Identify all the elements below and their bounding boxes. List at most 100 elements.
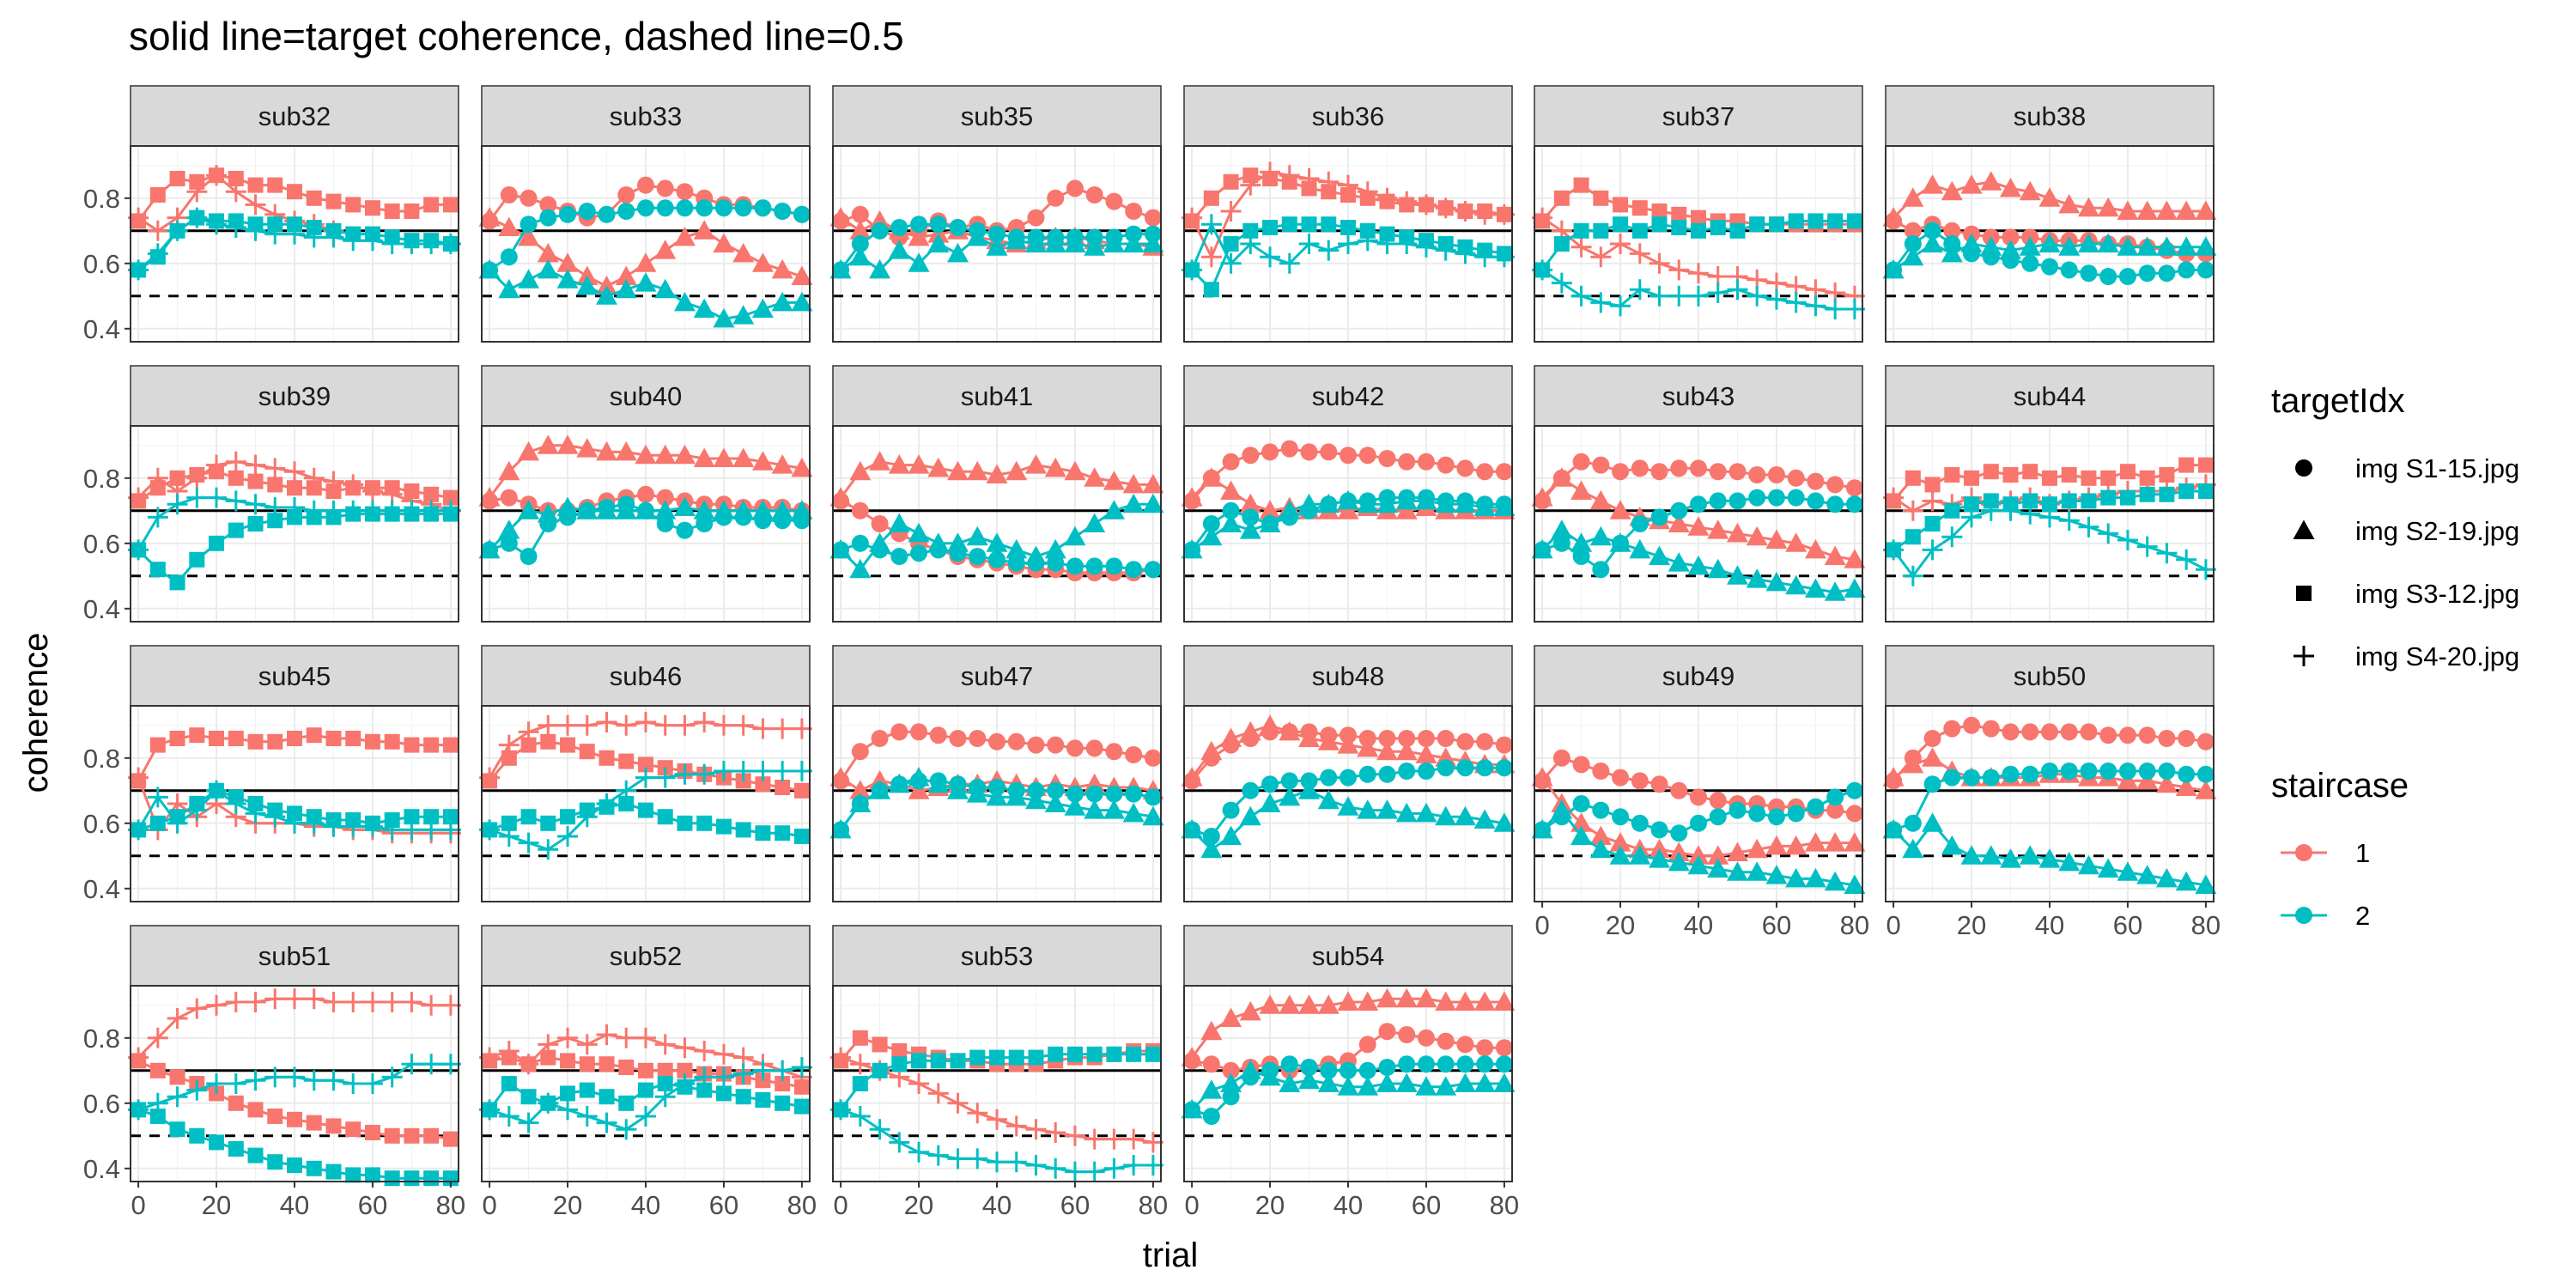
data-point xyxy=(1435,1076,1457,1096)
data-point xyxy=(1589,489,1612,510)
data-point xyxy=(1007,732,1025,750)
data-point xyxy=(849,220,872,240)
data-point xyxy=(2097,197,2119,217)
series-2-triangle xyxy=(1882,812,2217,894)
data-point xyxy=(596,793,617,814)
data-point xyxy=(1650,463,1668,481)
data-point xyxy=(2038,848,2061,868)
data-point xyxy=(1787,469,1805,487)
data-point xyxy=(676,183,694,201)
data-point xyxy=(1631,772,1649,790)
data-point xyxy=(713,447,735,467)
y-axis-title: coherence xyxy=(17,633,55,793)
x-tick-label: 0 xyxy=(833,1190,848,1220)
data-point xyxy=(2020,503,2041,525)
series-1-triangle xyxy=(478,207,813,295)
data-point xyxy=(1123,1155,1145,1176)
data-point xyxy=(1902,246,1924,266)
data-point xyxy=(1631,459,1649,477)
data-point xyxy=(1200,1020,1223,1041)
data-point xyxy=(1454,493,1476,513)
series-1-plus xyxy=(1182,161,1515,268)
series-2-square xyxy=(131,1102,459,1187)
data-point xyxy=(1532,207,1553,228)
data-point xyxy=(1144,561,1162,579)
data-point xyxy=(751,500,774,519)
data-point xyxy=(754,199,772,217)
data-point xyxy=(1125,561,1143,579)
data-point xyxy=(345,731,361,746)
data-point xyxy=(2060,261,2078,279)
data-point xyxy=(225,793,246,814)
data-point xyxy=(1357,991,1379,1011)
data-point xyxy=(1649,545,1671,565)
data-point xyxy=(1902,565,1923,586)
data-point xyxy=(1240,234,1261,254)
data-point xyxy=(1122,802,1145,823)
data-point xyxy=(1144,749,1162,767)
data-point xyxy=(343,816,364,837)
data-point xyxy=(1222,453,1240,471)
facet-strip-label: sub33 xyxy=(610,101,682,131)
x-tick-label: 80 xyxy=(1840,910,1869,940)
data-point xyxy=(637,485,654,503)
data-point xyxy=(615,440,637,461)
data-point xyxy=(1437,730,1455,747)
data-point xyxy=(1629,538,1651,559)
data-point xyxy=(1710,220,1726,235)
data-point xyxy=(1691,222,1706,239)
data-point xyxy=(1298,168,1320,189)
data-point xyxy=(1203,190,1219,206)
data-point xyxy=(1531,487,1553,507)
data-point xyxy=(693,447,715,467)
data-point xyxy=(1707,858,1729,878)
data-point xyxy=(732,447,755,467)
data-point xyxy=(772,761,793,781)
data-point xyxy=(2195,236,2217,256)
data-point xyxy=(1103,500,1125,519)
facet-sub40: sub40 xyxy=(478,365,813,623)
data-point xyxy=(752,761,774,781)
data-point xyxy=(1493,204,1515,225)
data-point xyxy=(1220,201,1242,222)
data-point xyxy=(1378,1023,1396,1041)
data-point xyxy=(1084,1161,1105,1182)
data-point xyxy=(287,184,302,200)
data-point xyxy=(1904,222,1922,240)
data-point xyxy=(498,826,519,847)
data-point xyxy=(1358,765,1376,783)
data-point xyxy=(791,265,813,285)
data-point xyxy=(1905,529,1921,545)
data-point xyxy=(852,1030,868,1046)
data-point xyxy=(540,1049,556,1066)
data-point xyxy=(1005,786,1028,806)
data-point xyxy=(1571,236,1592,258)
data-point xyxy=(1631,200,1648,216)
data-point xyxy=(849,558,872,579)
data-point xyxy=(1084,467,1106,487)
panel-border xyxy=(481,705,811,902)
data-point xyxy=(209,731,225,746)
data-point xyxy=(849,246,872,266)
data-point xyxy=(1005,1151,1027,1173)
data-point xyxy=(303,227,325,248)
data-point xyxy=(694,763,715,785)
data-point xyxy=(1200,246,1222,268)
data-point xyxy=(1668,851,1690,872)
data-point xyxy=(714,199,732,217)
data-point xyxy=(930,1053,946,1069)
data-point xyxy=(1454,991,1476,1011)
facet-strip xyxy=(130,645,459,707)
data-point xyxy=(656,489,674,507)
facet-sub54: sub54 0 20 40 60 80 xyxy=(1181,925,1519,1220)
data-point xyxy=(617,186,635,204)
series-2-triangle xyxy=(829,226,1164,279)
data-point xyxy=(1395,500,1418,519)
data-point xyxy=(303,812,325,834)
data-point xyxy=(421,234,442,254)
data-point xyxy=(1493,1072,1516,1092)
data-point xyxy=(1589,838,1612,859)
legend-staircase-title: staircase xyxy=(2271,767,2409,805)
series-2-plus xyxy=(1182,214,1515,281)
data-point xyxy=(1671,206,1687,222)
